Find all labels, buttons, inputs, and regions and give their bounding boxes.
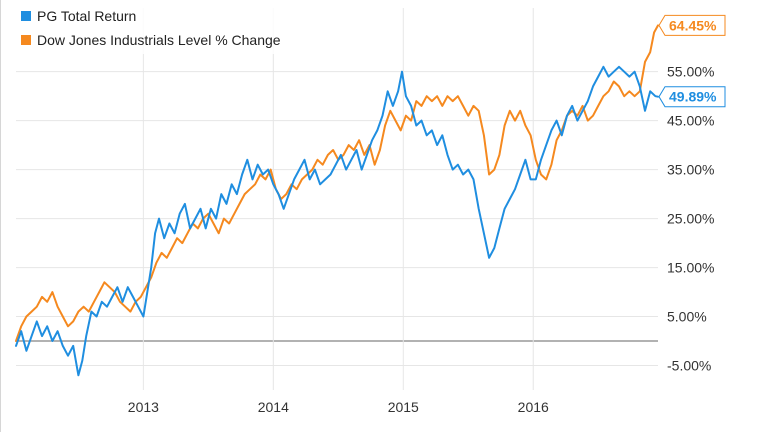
x-tick-label: 2014: [258, 399, 289, 415]
end-value-box: [658, 14, 726, 36]
x-tick-label: 2015: [388, 399, 419, 415]
y-tick-label: 15.00%: [667, 260, 714, 276]
legend-background: [17, 4, 341, 54]
end-value-box: [658, 86, 726, 108]
y-tick-label: 25.00%: [667, 211, 714, 227]
x-tick-label: 2013: [128, 399, 159, 415]
series-line-dow-jones: [15, 24, 659, 342]
end-value-labels: 49.89% 64.45%: [658, 14, 726, 108]
legend-entry: Dow Jones Industrials Level % Change: [37, 32, 281, 48]
series-line-pg-total-return: [15, 65, 659, 377]
grid: [16, 8, 658, 390]
y-tick-label: 45.00%: [667, 113, 714, 129]
y-tick-label: 5.00%: [667, 309, 707, 325]
y-tick-label: 55.00%: [667, 64, 714, 80]
legend-swatch: [21, 11, 31, 21]
y-tick-label: 35.00%: [667, 162, 714, 178]
end-value-label: 49.89%: [658, 86, 726, 108]
legend-swatch: [21, 35, 31, 45]
end-value-label: 64.45%: [658, 14, 726, 36]
series-lines: [15, 24, 659, 377]
end-value-text: 64.45%: [669, 17, 717, 33]
x-tick-label: 2016: [518, 399, 549, 415]
x-axis-tick-labels: 2013 2014 2015 2016: [128, 399, 549, 415]
y-tick-label: -5.00%: [667, 358, 711, 374]
end-value-text: 49.89%: [669, 89, 717, 105]
legend: PG Total Return Dow Jones Industrials Lev…: [17, 4, 341, 54]
legend-entry: PG Total Return: [37, 8, 136, 24]
y-axis-tick-labels: 55.00% 45.00% 35.00% 25.00% 15.00% 5.00% -5.00…: [667, 64, 714, 374]
